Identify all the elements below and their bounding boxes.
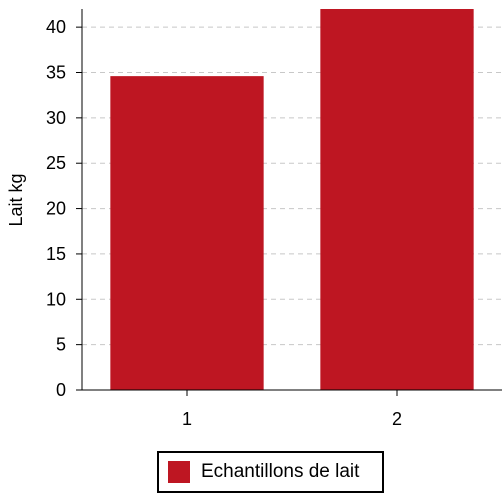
- bar-1: [110, 76, 264, 390]
- bars: [110, 9, 474, 390]
- y-tick-label: 30: [46, 108, 66, 128]
- bar-2: [320, 9, 474, 390]
- y-tick-label: 35: [46, 63, 66, 83]
- legend: Echantillons de lait: [157, 451, 384, 493]
- y-axis-title: Lait kg: [6, 173, 26, 226]
- legend-label: Echantillons de lait: [201, 461, 360, 482]
- y-tick-label: 15: [46, 244, 66, 264]
- x-tick-label: 1: [182, 409, 192, 429]
- y-ticks: 0 5 10 15 20 25 30 35 40: [46, 17, 82, 400]
- y-tick-label: 25: [46, 153, 66, 173]
- legend-swatch: [168, 461, 190, 483]
- y-tick-label: 5: [56, 335, 66, 355]
- y-tick-label: 0: [56, 380, 66, 400]
- y-tick-label: 10: [46, 289, 66, 309]
- x-tick-label: 2: [392, 409, 402, 429]
- y-tick-label: 20: [46, 199, 66, 219]
- y-tick-label: 40: [46, 17, 66, 37]
